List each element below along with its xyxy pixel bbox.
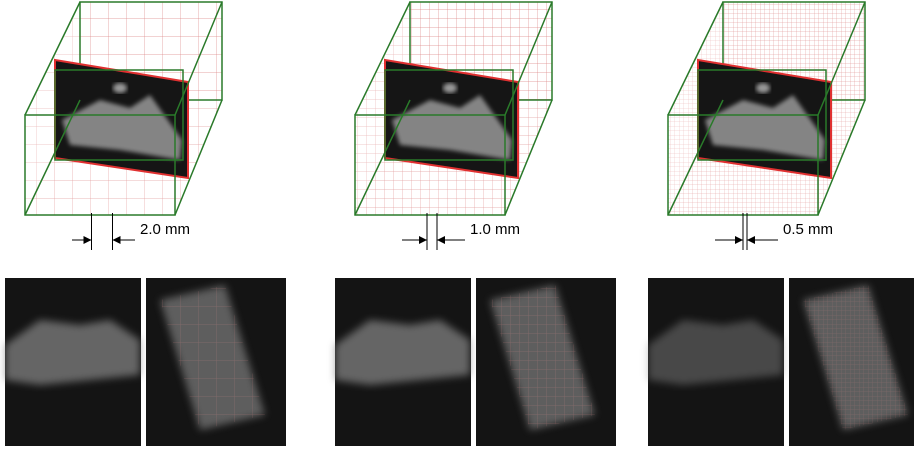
tissue-spot	[113, 83, 127, 93]
tissue-spot	[756, 83, 770, 93]
result-images	[335, 278, 616, 446]
volume-panel: 1.0 mm	[355, 2, 552, 250]
tissue-spot	[443, 83, 457, 93]
figure: 2.0 mm 1.0 mm 0.5 mm	[0, 0, 914, 450]
dimension-label: 2.0 mm	[140, 221, 190, 238]
dimension-lines	[92, 213, 113, 250]
volume-panel: 2.0 mm	[25, 2, 222, 250]
result-images	[5, 278, 286, 446]
dimension-lines	[427, 213, 437, 250]
dimension-lines	[743, 213, 747, 250]
volume-panel: 0.5 mm	[668, 2, 865, 250]
dimension-label: 0.5 mm	[783, 221, 833, 238]
dimension-label: 1.0 mm	[470, 221, 520, 238]
result-images	[648, 278, 914, 446]
